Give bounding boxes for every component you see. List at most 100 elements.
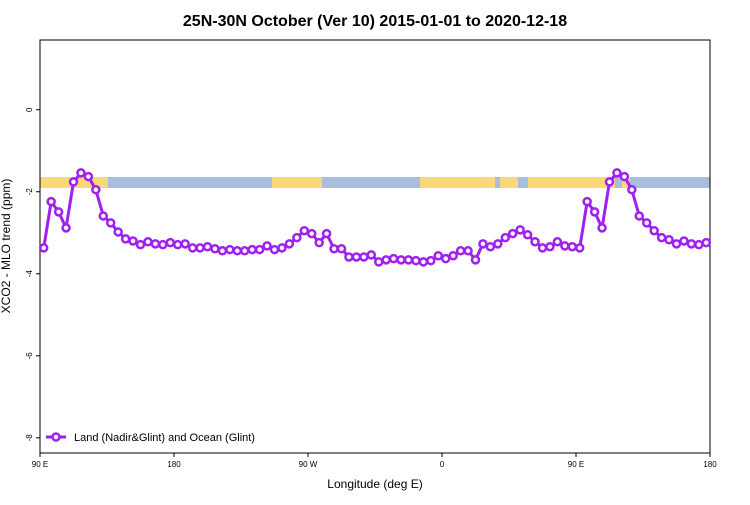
point [239, 246, 250, 256]
point [150, 239, 161, 249]
point [128, 236, 138, 246]
point [634, 211, 645, 221]
point [627, 184, 637, 195]
point [61, 223, 71, 233]
point [485, 241, 496, 252]
x-axis-label: Longitude (deg E) [327, 477, 422, 491]
point [306, 228, 317, 239]
point [426, 255, 436, 266]
point [493, 239, 503, 249]
point [679, 236, 689, 246]
point [448, 250, 458, 261]
point [366, 250, 377, 260]
point [91, 184, 101, 195]
point [225, 244, 235, 255]
x-tick-label: 180 [703, 460, 717, 469]
point [641, 218, 652, 228]
point [195, 243, 205, 253]
point [113, 227, 123, 237]
point [567, 241, 578, 252]
legend-label: Land (Nadir&Glint) and Ocean (Glint) [74, 432, 255, 444]
point [403, 255, 414, 265]
point [299, 225, 310, 236]
point [463, 246, 473, 256]
point [589, 207, 600, 217]
point [232, 246, 243, 256]
point [649, 225, 659, 236]
point [694, 239, 704, 250]
point [143, 237, 153, 247]
point [656, 232, 667, 243]
point [507, 228, 518, 239]
point [530, 237, 540, 247]
point [210, 244, 220, 254]
point [470, 255, 481, 265]
point [664, 234, 674, 245]
point [83, 171, 94, 182]
point [582, 196, 592, 207]
point [120, 234, 131, 244]
point [597, 223, 607, 233]
point [292, 232, 302, 243]
point [396, 255, 406, 265]
y-tick-label: 0 [25, 107, 34, 112]
point [314, 237, 324, 248]
point [604, 177, 615, 187]
y-tick-label: -2 [25, 188, 34, 196]
point [478, 239, 488, 249]
point [418, 257, 429, 267]
point [53, 207, 64, 217]
point [38, 243, 49, 253]
point [671, 239, 682, 249]
legend-marker [51, 432, 61, 442]
point [321, 228, 332, 239]
point [98, 211, 109, 221]
point [522, 230, 533, 240]
point [68, 177, 79, 187]
point [552, 237, 563, 247]
point [411, 255, 421, 266]
point [336, 244, 347, 254]
y-tick-label: -8 [25, 434, 34, 442]
point [537, 243, 548, 253]
point [76, 168, 86, 178]
point [165, 237, 176, 248]
point [440, 253, 451, 264]
x-tick-label: 90 E [568, 460, 584, 469]
point [202, 241, 213, 252]
y-tick-label: -4 [25, 270, 34, 278]
point [612, 168, 622, 178]
point [619, 171, 630, 182]
point [500, 232, 511, 243]
point [217, 246, 228, 256]
x-tick-label: 0 [440, 460, 445, 469]
point [686, 239, 697, 249]
point [284, 239, 295, 249]
point [172, 239, 183, 250]
point [187, 243, 198, 253]
y-tick-label: -6 [25, 352, 34, 360]
point [359, 252, 369, 262]
x-tick-label: 90 W [299, 460, 318, 469]
point [262, 241, 272, 251]
point [560, 241, 570, 251]
point [574, 243, 585, 253]
y-axis-label: XCO2 - MLO trend (ppm) [0, 179, 13, 314]
point [46, 196, 56, 207]
point [701, 237, 712, 248]
point [351, 252, 362, 262]
point [515, 225, 525, 235]
point [254, 244, 265, 255]
point [277, 243, 287, 253]
point [433, 250, 444, 261]
point [373, 257, 384, 267]
point [247, 244, 257, 255]
chart-title: 25N-30N October (Ver 10) 2015-01-01 to 2… [183, 13, 567, 30]
point [135, 239, 146, 250]
point [344, 252, 354, 262]
point [329, 244, 339, 254]
point [105, 218, 116, 228]
point [455, 246, 466, 256]
point [180, 239, 190, 249]
